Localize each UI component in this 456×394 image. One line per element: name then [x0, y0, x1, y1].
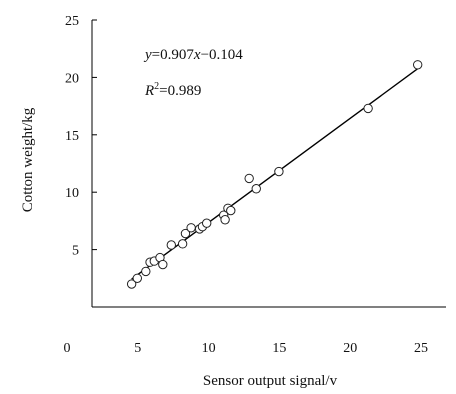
- y-tick-label: 15: [65, 129, 79, 144]
- x-tick-label: 20: [343, 341, 357, 356]
- data-point: [363, 103, 373, 114]
- data-point: [226, 205, 236, 216]
- y-tick-label: 10: [65, 186, 79, 201]
- tick-labels: 5 10 15 20 25 0 5 10 15 20 25: [64, 14, 429, 356]
- data-point: [412, 60, 423, 70]
- x-tick-label: 0: [64, 341, 71, 356]
- axes: [91, 19, 446, 308]
- data-point: [158, 259, 168, 270]
- regression-equation: y=0.907x−0.104: [143, 47, 243, 63]
- x-tick-label: 25: [414, 341, 428, 356]
- data-point: [220, 215, 230, 225]
- data-point: [251, 184, 261, 194]
- data-point: [244, 173, 254, 184]
- data-point: [186, 223, 196, 233]
- data-point: [274, 166, 284, 177]
- r-squared-label: R2=0.989: [144, 81, 201, 99]
- y-tick-label: 5: [72, 244, 79, 259]
- data-point: [132, 273, 143, 283]
- data-point: [141, 266, 151, 277]
- x-tick-label: 10: [202, 341, 216, 356]
- data-point: [180, 228, 191, 239]
- data-point: [126, 279, 137, 289]
- data-point: [166, 240, 176, 250]
- y-tick-label: 20: [65, 71, 79, 86]
- y-axis-label: Cotton weight/kg: [20, 107, 36, 212]
- x-tick-label: 15: [272, 341, 286, 356]
- data-point: [177, 239, 188, 249]
- data-points: [126, 60, 423, 289]
- x-axis-label: Sensor output signal/v: [203, 373, 338, 389]
- y-tick-label: 25: [65, 14, 79, 29]
- x-tick-label: 5: [134, 341, 141, 356]
- data-point: [201, 218, 212, 228]
